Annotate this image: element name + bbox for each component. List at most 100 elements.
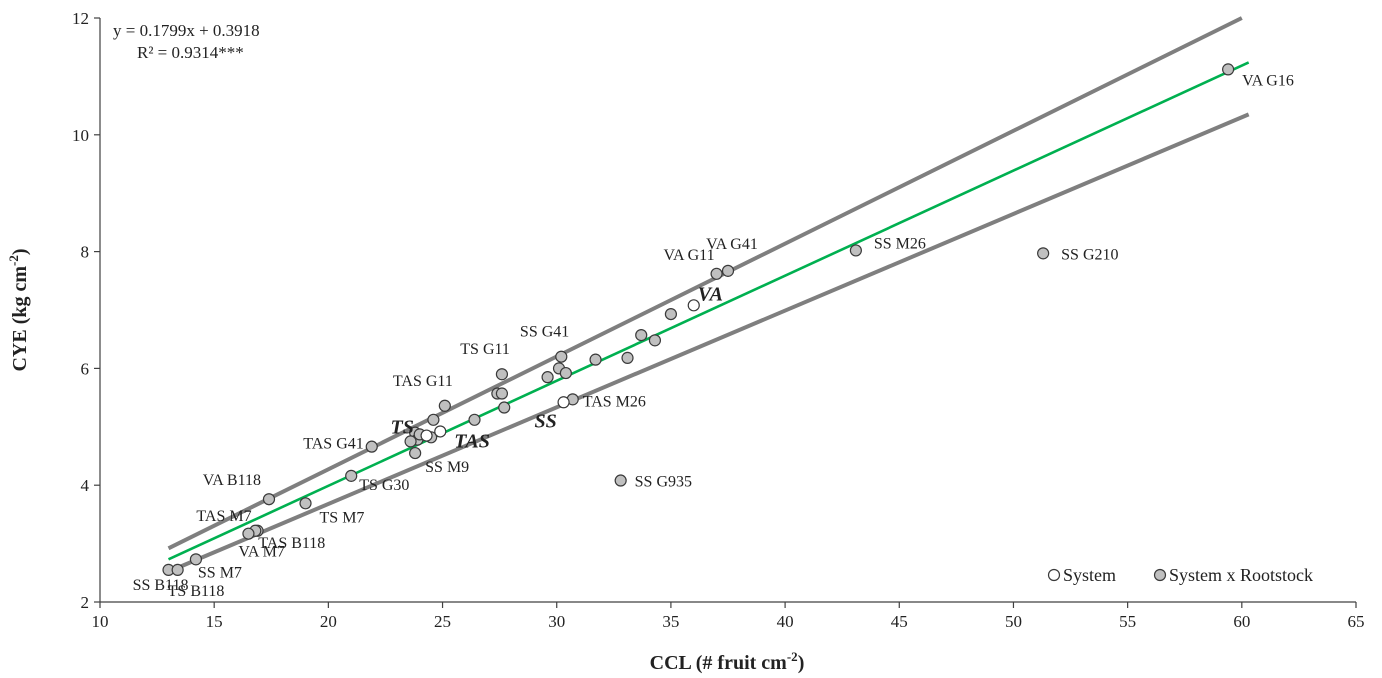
x-tick-label: 20 <box>320 612 337 631</box>
rootstock-point-label: TS B118 <box>168 583 225 600</box>
system-rootstock-point <box>721 264 735 277</box>
x-tick-label: 40 <box>777 612 794 631</box>
rootstock-point-label: VA G16 <box>1242 72 1294 89</box>
x-axis-title-sup: -2 <box>787 649 798 664</box>
system-rootstock-point <box>559 366 572 380</box>
system-rootstock-point <box>495 387 509 400</box>
y-tick-label: 12 <box>72 9 89 28</box>
rootstock-point-label: SS G935 <box>635 474 692 491</box>
y-tick-label: 6 <box>81 359 90 378</box>
y-tick-label: 10 <box>72 126 89 145</box>
system-rootstock-point <box>541 371 554 384</box>
system-point-label: VA <box>698 283 723 305</box>
system-rootstock-point <box>589 353 602 366</box>
lower-bound-line <box>167 112 1250 574</box>
rootstock-point-label: TS G30 <box>359 477 409 494</box>
system-rootstock-point <box>849 244 862 257</box>
system-rootstock-point <box>345 469 358 482</box>
x-axis-title-tail: ) <box>798 652 805 674</box>
rootstock-point-label: TAS B118 <box>258 535 325 552</box>
system-rootstock-point <box>555 350 568 363</box>
axes <box>99 18 1356 603</box>
rootstock-point-label: TAS M7 <box>196 508 251 525</box>
system-rootstock-point <box>242 527 255 540</box>
system-rootstock-point <box>635 329 648 342</box>
system-point <box>434 425 447 438</box>
tick-group: 10 15 20 25 30 35 40 45 50 55 60 65 2 4 6 8 10 12 <box>72 9 1365 631</box>
rootstock-point-label: VA G41 <box>706 236 758 253</box>
system-rootstock-point <box>614 474 627 487</box>
rootstock-point-label: TAS G11 <box>393 373 453 390</box>
system-rootstock-point <box>664 307 678 321</box>
rootstock-point-label: SS M9 <box>425 459 469 476</box>
y-tick-label: 2 <box>81 593 90 612</box>
system-point-label: SS <box>534 410 556 432</box>
regression-equation: y = 0.1799x + 0.3918 <box>113 21 260 40</box>
system-rootstock-point <box>1222 63 1235 76</box>
x-tick-label: 30 <box>548 612 565 631</box>
system-point <box>420 429 433 442</box>
rootstock-point-label: TS G11 <box>460 341 510 358</box>
system-rootstock-point <box>365 440 378 453</box>
rootstock-point-label: TAS M26 <box>583 393 646 410</box>
system-rootstock-point <box>498 401 511 414</box>
rootstock-point-label: VA G11 <box>663 247 714 264</box>
y-axis-title-sup: -2 <box>6 255 21 266</box>
legend-system-marker <box>1047 568 1061 582</box>
system-rootstock-point <box>438 399 451 412</box>
legend-rootstock-marker <box>1153 568 1167 582</box>
r-squared: R² = 0.9314*** <box>137 43 244 62</box>
system-rootstock-point <box>427 413 440 426</box>
system-point <box>687 299 700 312</box>
rootstock-point-label: SS M7 <box>198 564 242 581</box>
upper-bound-line <box>167 16 1243 551</box>
system-rootstock-point <box>404 435 417 448</box>
rootstock-point-label: TS M7 <box>320 509 365 526</box>
system-rootstock-point <box>648 334 662 347</box>
y-tick-label: 8 <box>81 243 90 262</box>
x-tick-label: 35 <box>662 612 679 631</box>
system-rootstock-point <box>409 446 422 460</box>
x-tick-label: 50 <box>1005 612 1022 631</box>
x-tick-label: 65 <box>1348 612 1365 631</box>
system-rootstock-point <box>468 413 481 426</box>
rootstock-point-label: TAS G41 <box>303 436 364 453</box>
system-rootstock-point <box>621 351 634 364</box>
rootstock-point-label: SS G210 <box>1061 246 1118 263</box>
legend-rootstock-label: System x Rootstock <box>1169 565 1313 585</box>
x-tick-label: 25 <box>434 612 451 631</box>
system-rootstock-point <box>710 267 723 280</box>
rootstock-point-label: SS M26 <box>874 235 926 252</box>
y-axis-title-tail: ) <box>9 248 31 255</box>
system-rootstock-point <box>1037 247 1050 260</box>
rootstock-point-label: SS G41 <box>520 324 569 341</box>
legend-system-label: System <box>1063 565 1116 585</box>
y-axis-title-main: CYE (kg cm <box>9 266 31 372</box>
system-rootstock-point <box>171 563 184 576</box>
rootstock-point-label: VA M7 <box>238 544 284 561</box>
system-point-label: TAS <box>454 430 490 452</box>
system-rootstock-point <box>299 497 312 510</box>
rootstock-point-label: VA B118 <box>203 472 261 489</box>
rootstock-point-label: SS B118 <box>133 577 189 594</box>
system-point <box>557 396 570 409</box>
y-axis-title: CYE (kg cm-2) <box>6 248 31 371</box>
x-tick-label: 45 <box>891 612 908 631</box>
x-tick-label: 10 <box>92 612 109 631</box>
y-tick-label: 4 <box>81 476 90 495</box>
legend: System System x Rootstock <box>1047 565 1313 585</box>
x-axis-title-main: CCL (# fruit cm <box>650 652 788 674</box>
x-tick-label: 15 <box>206 612 223 631</box>
x-tick-label: 55 <box>1119 612 1136 631</box>
system-rootstock-point <box>189 553 203 566</box>
data-points <box>162 63 1235 576</box>
x-axis-title: CCL (# fruit cm-2) <box>650 649 805 674</box>
x-tick-label: 60 <box>1233 612 1250 631</box>
system-rootstock-point <box>262 493 276 506</box>
regression-line <box>167 61 1250 561</box>
system-rootstock-point <box>495 368 509 381</box>
system-point-label: TS <box>391 417 414 439</box>
